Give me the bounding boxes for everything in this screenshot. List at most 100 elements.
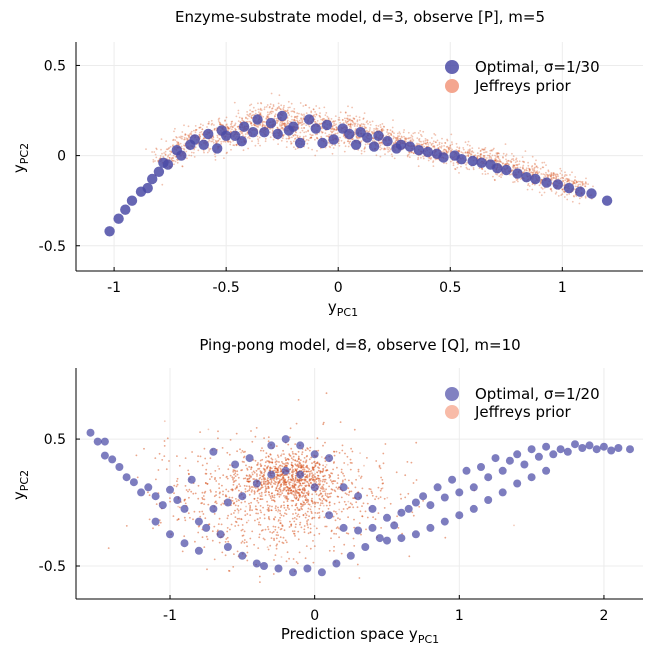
prior-sample xyxy=(152,159,155,161)
prior-sample xyxy=(294,468,297,471)
prior-sample xyxy=(242,134,244,137)
prior-sample xyxy=(381,479,384,481)
prior-sample xyxy=(272,104,275,106)
prior-sample xyxy=(188,488,191,491)
prior-sample xyxy=(553,173,556,176)
prior-sample xyxy=(349,124,352,126)
prior-sample xyxy=(422,155,425,158)
prior-sample xyxy=(383,147,386,150)
prior-sample xyxy=(240,451,243,454)
prior-sample xyxy=(282,123,285,125)
prior-sample xyxy=(525,167,528,170)
prior-sample xyxy=(367,123,369,125)
prior-sample xyxy=(286,110,289,113)
prior-sample xyxy=(219,123,221,126)
prior-sample xyxy=(528,168,531,171)
prior-sample xyxy=(299,122,302,125)
prior-sample xyxy=(267,526,269,528)
prior-sample xyxy=(310,482,312,485)
prior-sample xyxy=(254,144,257,147)
prior-sample xyxy=(283,134,285,136)
prior-sample xyxy=(193,129,195,132)
prior-sample xyxy=(197,497,200,500)
prior-sample xyxy=(291,118,293,121)
prior-sample xyxy=(241,132,244,134)
prior-sample xyxy=(327,141,330,144)
optimal-point xyxy=(563,182,575,194)
prior-sample xyxy=(293,111,296,114)
prior-sample xyxy=(350,123,352,126)
prior-sample xyxy=(390,132,392,135)
prior-sample xyxy=(190,130,193,133)
prior-sample xyxy=(162,155,165,158)
prior-sample xyxy=(322,119,324,122)
prior-sample xyxy=(231,120,234,123)
prior-sample xyxy=(493,147,495,150)
prior-sample xyxy=(567,180,569,183)
prior-sample xyxy=(310,134,313,137)
prior-sample xyxy=(406,155,409,158)
prior-sample xyxy=(479,154,482,156)
prior-sample xyxy=(494,179,496,182)
prior-sample xyxy=(176,142,179,145)
prior-sample xyxy=(195,128,198,131)
prior-sample xyxy=(407,153,410,156)
prior-sample xyxy=(533,162,536,165)
prior-sample xyxy=(183,144,185,147)
optimal-point xyxy=(530,173,541,185)
prior-sample xyxy=(350,119,353,122)
prior-sample xyxy=(320,127,323,130)
prior-sample xyxy=(527,182,530,185)
prior-sample xyxy=(466,143,469,146)
prior-sample xyxy=(406,137,408,140)
prior-sample xyxy=(125,525,128,527)
prior-sample xyxy=(233,101,236,104)
prior-sample xyxy=(219,123,222,126)
prior-sample xyxy=(194,540,196,543)
prior-sample xyxy=(373,130,375,132)
prior-sample xyxy=(277,534,279,537)
prior-sample xyxy=(491,150,493,152)
prior-sample xyxy=(273,117,276,120)
prior-sample xyxy=(504,143,507,146)
prior-sample xyxy=(332,124,335,127)
prior-sample xyxy=(330,537,332,540)
optimal-point xyxy=(575,186,586,197)
prior-sample xyxy=(420,135,423,138)
prior-sample xyxy=(547,170,550,173)
prior-sample xyxy=(418,140,421,143)
x-tick-label: -1 xyxy=(107,280,121,296)
prior-sample xyxy=(332,127,334,130)
prior-sample xyxy=(391,130,394,133)
chart-panel-bottom: Ping-pong model, d=8, observe [Q], m=10 … xyxy=(10,336,643,645)
prior-sample xyxy=(207,122,210,125)
prior-sample xyxy=(278,493,281,496)
prior-sample xyxy=(388,150,391,152)
prior-sample xyxy=(572,195,575,197)
prior-sample xyxy=(535,159,537,162)
prior-sample xyxy=(283,122,285,125)
prior-sample xyxy=(371,131,374,134)
prior-sample xyxy=(408,151,410,154)
prior-sample xyxy=(213,513,216,515)
prior-sample xyxy=(226,451,229,454)
prior-sample xyxy=(290,143,292,145)
prior-sample xyxy=(178,136,181,139)
prior-sample xyxy=(574,179,576,181)
prior-sample xyxy=(404,138,407,141)
prior-sample xyxy=(550,187,553,190)
prior-sample xyxy=(183,138,186,141)
prior-sample xyxy=(335,128,338,131)
prior-sample xyxy=(390,133,392,136)
prior-sample xyxy=(231,496,234,499)
prior-sample xyxy=(286,122,289,125)
prior-sample xyxy=(479,149,482,152)
prior-sample xyxy=(348,142,351,145)
prior-sample xyxy=(287,100,290,103)
prior-sample xyxy=(155,147,158,150)
prior-sample xyxy=(528,170,531,173)
prior-sample xyxy=(218,117,221,120)
prior-sample xyxy=(181,165,184,168)
prior-sample xyxy=(194,146,197,149)
prior-sample xyxy=(501,162,504,165)
